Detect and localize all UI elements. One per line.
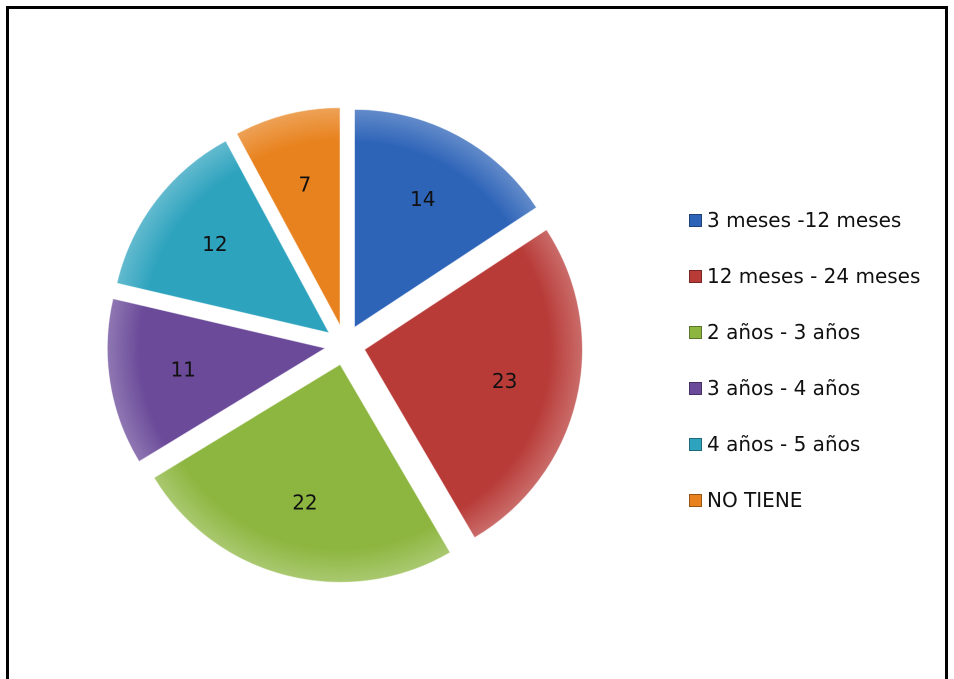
legend-item: 12 meses - 24 meses — [689, 248, 920, 304]
legend-swatch-icon — [689, 269, 702, 283]
legend-swatch-icon — [689, 493, 702, 507]
legend-label: 2 años - 3 años — [707, 320, 861, 344]
slice-value-label: 14 — [410, 187, 435, 211]
legend: 3 meses -12 meses 12 meses - 24 meses 2 … — [689, 192, 920, 528]
legend-label: 3 años - 4 años — [707, 376, 861, 400]
slice-value-label: 12 — [202, 232, 227, 256]
legend-label: 4 años - 5 años — [707, 432, 861, 456]
legend-swatch-icon — [689, 325, 702, 339]
legend-item: 3 años - 4 años — [689, 360, 920, 416]
legend-swatch-icon — [689, 437, 702, 451]
legend-item: 4 años - 5 años — [689, 416, 920, 472]
legend-swatch-icon — [689, 213, 702, 227]
legend-item: 3 meses -12 meses — [689, 192, 920, 248]
legend-swatch-icon — [689, 381, 702, 395]
legend-item: 2 años - 3 años — [689, 304, 920, 360]
legend-label: 3 meses -12 meses — [707, 208, 902, 232]
pie-slice — [106, 297, 327, 463]
slice-value-label: 23 — [492, 369, 517, 393]
slice-value-label: 11 — [170, 357, 195, 381]
legend-label: 12 meses - 24 meses — [707, 264, 921, 288]
pie-slice — [153, 363, 451, 583]
legend-label: NO TIENE — [707, 488, 803, 512]
slice-value-label: 7 — [299, 173, 312, 197]
pie-slice — [236, 107, 341, 326]
pie-slice — [116, 140, 331, 334]
pie-slice — [363, 228, 583, 539]
slice-value-label: 22 — [292, 490, 317, 514]
legend-item: NO TIENE — [689, 472, 920, 528]
pie-slice — [353, 108, 538, 329]
